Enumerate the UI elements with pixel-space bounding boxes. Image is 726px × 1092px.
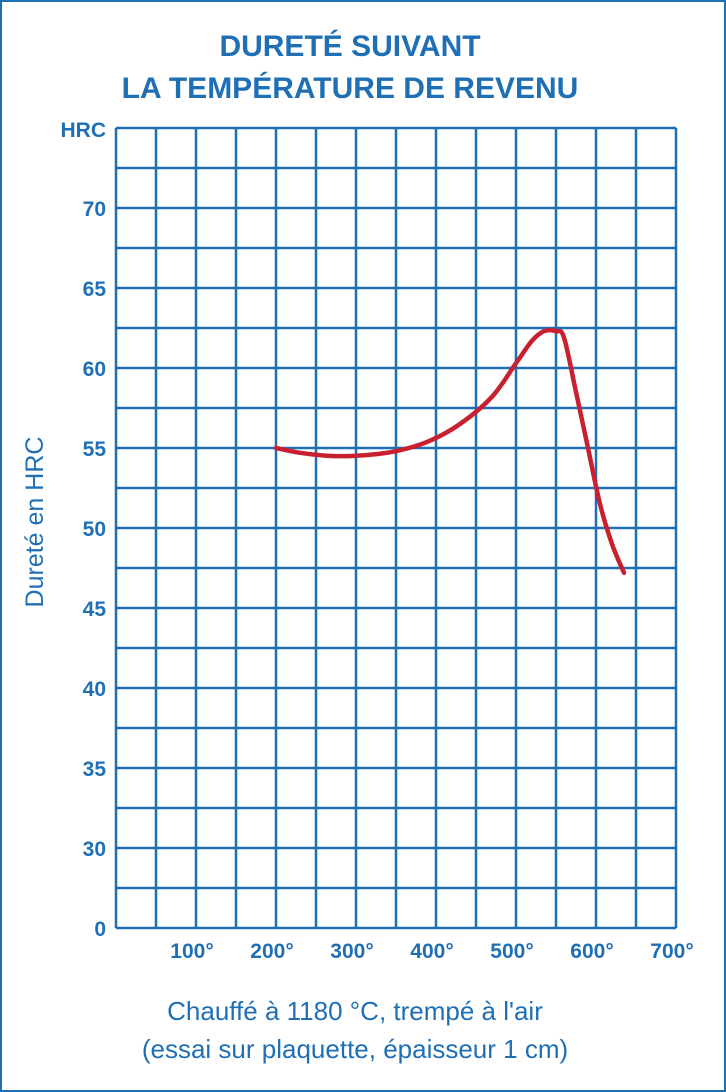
- x-tick-label: 100°: [170, 940, 213, 963]
- x-tick-label: 200°: [250, 940, 293, 963]
- hardness-curve: [273, 327, 627, 576]
- chart-title-line-2: LA TEMPÉRATURE DE REVENU: [122, 71, 579, 105]
- y-tick-label: 0: [94, 918, 106, 941]
- y-axis-unit: HRC: [61, 119, 107, 142]
- series-layer: [273, 327, 627, 576]
- x-tick-label: 400°: [410, 940, 453, 963]
- y-tick-label: 45: [83, 598, 107, 621]
- x-tick-label: 300°: [330, 940, 373, 963]
- y-tick-label: 60: [83, 358, 106, 381]
- grid: [114, 126, 678, 930]
- y-axis-ticks: 0 30 35 40 45 50 55 60 65 70: [83, 198, 107, 941]
- x-axis-ticks: 100° 200° 300° 400° 500° 600° 700°: [170, 940, 693, 963]
- y-tick-label: 70: [83, 198, 106, 221]
- x-tick-label: 500°: [490, 940, 533, 963]
- y-tick-label: 55: [83, 438, 107, 461]
- y-tick-label: 40: [83, 678, 106, 701]
- y-tick-label: 50: [83, 518, 106, 541]
- y-tick-label: 30: [83, 838, 106, 861]
- y-axis-label: Dureté en HRC: [21, 437, 49, 608]
- y-tick-label: 65: [83, 278, 107, 301]
- chart-title-line-1: DURETÉ SUIVANT: [219, 29, 480, 63]
- caption-line-2: (essai sur plaquette, épaisseur 1 cm): [142, 1034, 568, 1064]
- x-tick-label: 600°: [570, 940, 613, 963]
- y-tick-label: 35: [83, 758, 107, 781]
- caption-line-1: Chauffé à 1180 °C, trempé à l'air: [167, 996, 543, 1026]
- x-tick-label: 700°: [650, 940, 693, 963]
